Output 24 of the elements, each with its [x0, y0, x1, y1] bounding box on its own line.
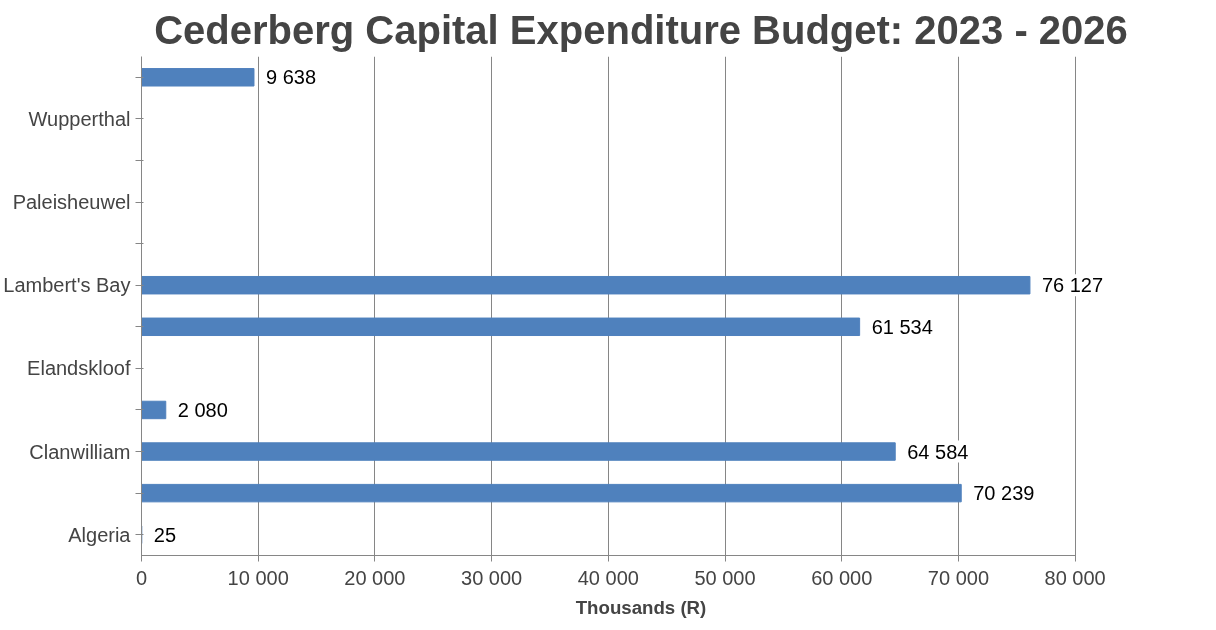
data-label: 64 584: [907, 440, 969, 463]
x-tick-label: 70 000: [927, 566, 990, 589]
x-tick-label: 0: [135, 566, 148, 589]
x-tick-label: 50 000: [694, 566, 756, 589]
y-tick-label: Algeria: [68, 523, 132, 546]
x-tick-label: 30 000: [461, 566, 523, 589]
data-label: 61 534: [871, 315, 933, 338]
x-tick-label: 80 000: [1044, 566, 1106, 589]
x-tick-label: 40 000: [577, 566, 639, 589]
y-tick-label: Paleisheuwel: [12, 191, 131, 214]
y-tick-label: Lambert's Bay: [3, 274, 131, 297]
data-label: 70 239: [973, 482, 1035, 505]
data-label: 2 080: [177, 398, 228, 421]
y-tick-label: Wupperthal: [28, 107, 131, 130]
chart-title: Cederberg Capital Expenditure Budget: 2023 - 2026: [154, 7, 1128, 52]
data-label: 9 638: [265, 66, 317, 89]
x-tick-label: 60 000: [811, 566, 873, 589]
y-tick-label: Elandskloof: [27, 357, 131, 380]
x-tick-label: 20 000: [344, 566, 406, 589]
data-label: 25: [153, 523, 177, 546]
data-label: 76 127: [1041, 274, 1104, 297]
x-tick-label: 10 000: [227, 566, 289, 589]
x-axis-title: Thousands (R): [575, 596, 707, 618]
y-tick-label: Clanwilliam: [29, 440, 131, 463]
